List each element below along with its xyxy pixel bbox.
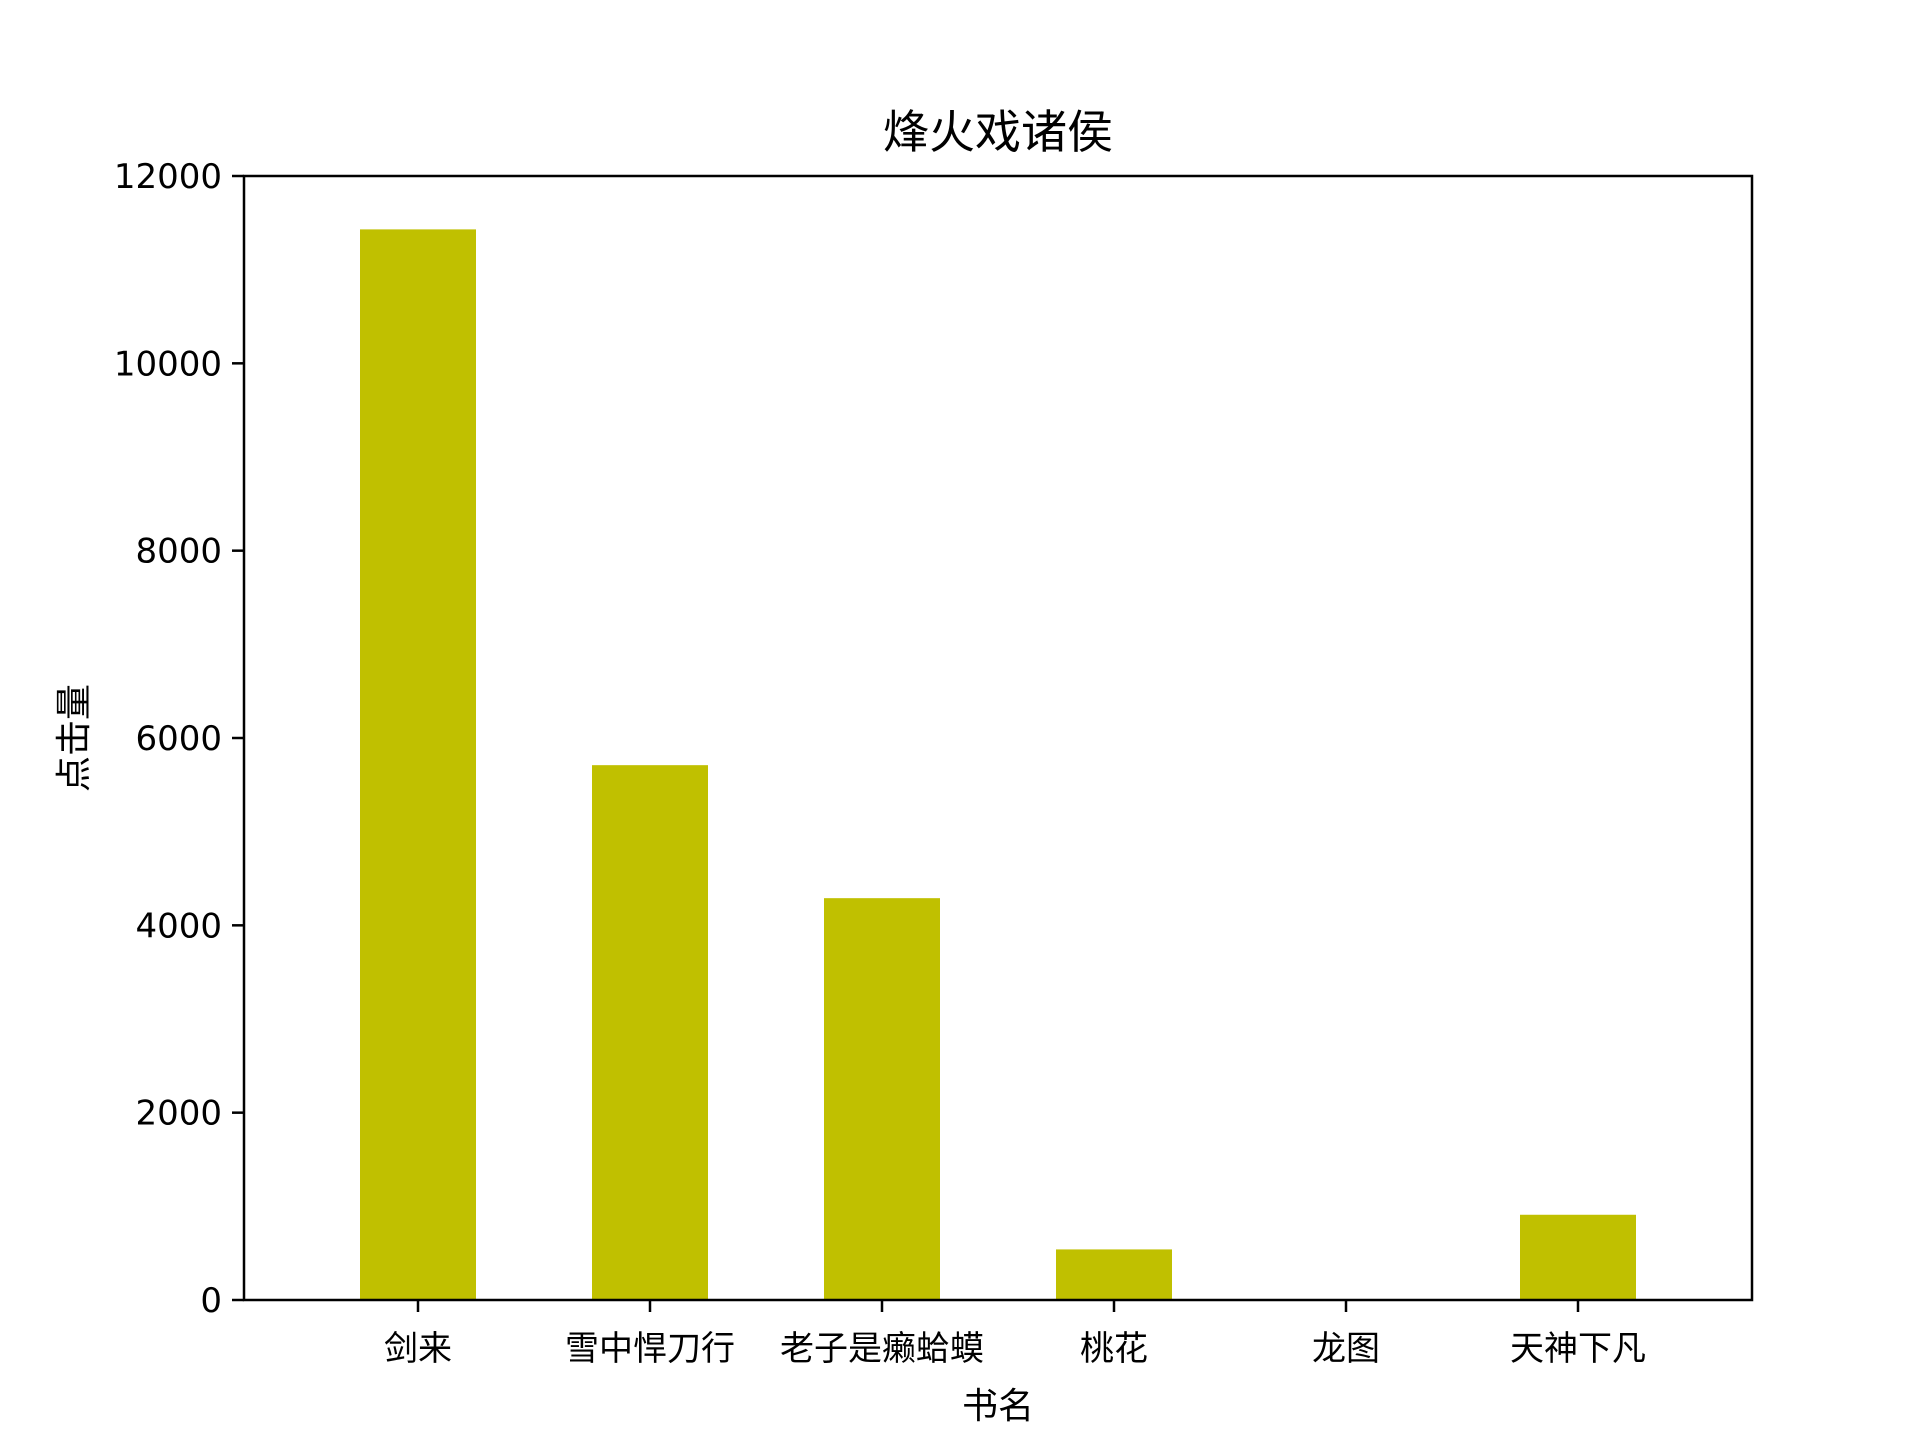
x-tick-label-0: 剑来 (384, 1329, 452, 1369)
y-tick-label-1: 2000 (135, 1094, 222, 1134)
y-axis-ticks: 0 2000 4000 6000 8000 10000 12000 (114, 157, 244, 1321)
y-tick-label-6: 12000 (114, 157, 222, 197)
x-tick-label-2: 老子是癞蛤蟆 (780, 1329, 984, 1369)
plot-frame (242, 174, 1754, 1302)
y-tick-label-2: 4000 (135, 906, 222, 946)
y-axis-label: 点击量 (54, 684, 95, 792)
x-tick-label-3: 桃花 (1080, 1329, 1148, 1369)
bars-group (360, 229, 1636, 1300)
bar-2 (824, 898, 940, 1300)
chart-title: 烽火戏诸侯 (883, 105, 1113, 159)
y-tick-label-3: 6000 (135, 719, 222, 759)
bar-5 (1520, 1214, 1636, 1300)
y-tick-label-4: 8000 (135, 532, 222, 572)
x-tick-label-5: 天神下凡 (1510, 1329, 1646, 1369)
x-tick-label-4: 龙图 (1312, 1329, 1380, 1369)
y-tick-label-5: 10000 (114, 344, 222, 384)
y-tick-label-0: 0 (200, 1281, 222, 1321)
x-axis-label: 书名 (962, 1386, 1034, 1427)
bar-0 (360, 229, 476, 1300)
x-tick-label-1: 雪中悍刀行 (565, 1329, 735, 1369)
bar-3 (1056, 1249, 1172, 1300)
x-axis-ticks: 剑来 雪中悍刀行 老子是癞蛤蟆 桃花 龙图 天神下凡 (384, 1300, 1646, 1369)
bar-1 (592, 765, 708, 1300)
